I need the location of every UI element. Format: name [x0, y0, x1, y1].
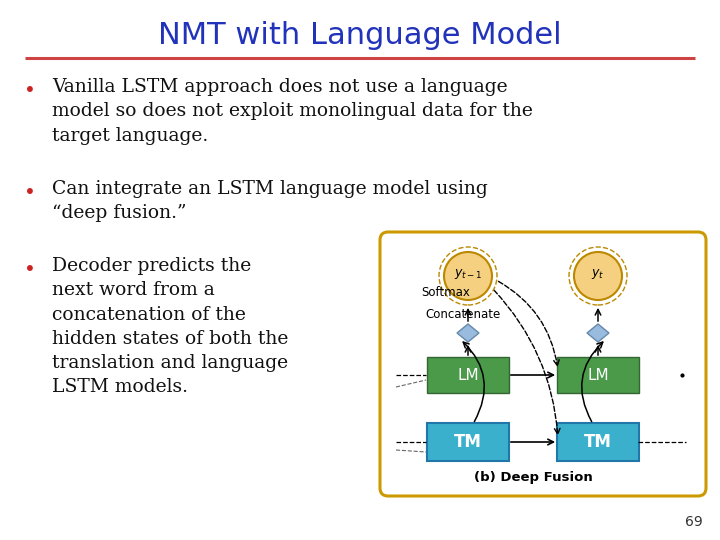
Text: NMT with Language Model: NMT with Language Model	[158, 21, 562, 50]
Text: Can integrate an LSTM language model using
“deep fusion.”: Can integrate an LSTM language model usi…	[52, 180, 487, 222]
Text: •: •	[24, 260, 36, 279]
Text: LM: LM	[457, 368, 479, 382]
Circle shape	[444, 252, 492, 300]
FancyBboxPatch shape	[427, 357, 509, 393]
Text: Softmax: Softmax	[422, 286, 470, 299]
Text: 69: 69	[685, 515, 703, 529]
Text: $y_t$: $y_t$	[591, 267, 605, 281]
Text: Decoder predicts the
next word from a
concatenation of the
hidden states of both: Decoder predicts the next word from a co…	[52, 257, 289, 396]
Text: •: •	[24, 81, 36, 100]
Text: $y_{t-1}$: $y_{t-1}$	[454, 267, 482, 281]
Circle shape	[574, 252, 622, 300]
FancyBboxPatch shape	[380, 232, 706, 496]
Text: (b) Deep Fusion: (b) Deep Fusion	[474, 471, 593, 484]
Text: •: •	[24, 183, 36, 202]
FancyBboxPatch shape	[557, 357, 639, 393]
Text: Concatenate: Concatenate	[426, 307, 500, 321]
FancyBboxPatch shape	[557, 423, 639, 461]
Text: Vanilla LSTM approach does not use a language
model so does not exploit monoling: Vanilla LSTM approach does not use a lan…	[52, 78, 533, 145]
Text: TM: TM	[584, 433, 612, 451]
Text: TM: TM	[454, 433, 482, 451]
FancyBboxPatch shape	[427, 423, 509, 461]
Polygon shape	[587, 324, 609, 342]
Polygon shape	[457, 324, 479, 342]
Text: LM: LM	[588, 368, 609, 382]
